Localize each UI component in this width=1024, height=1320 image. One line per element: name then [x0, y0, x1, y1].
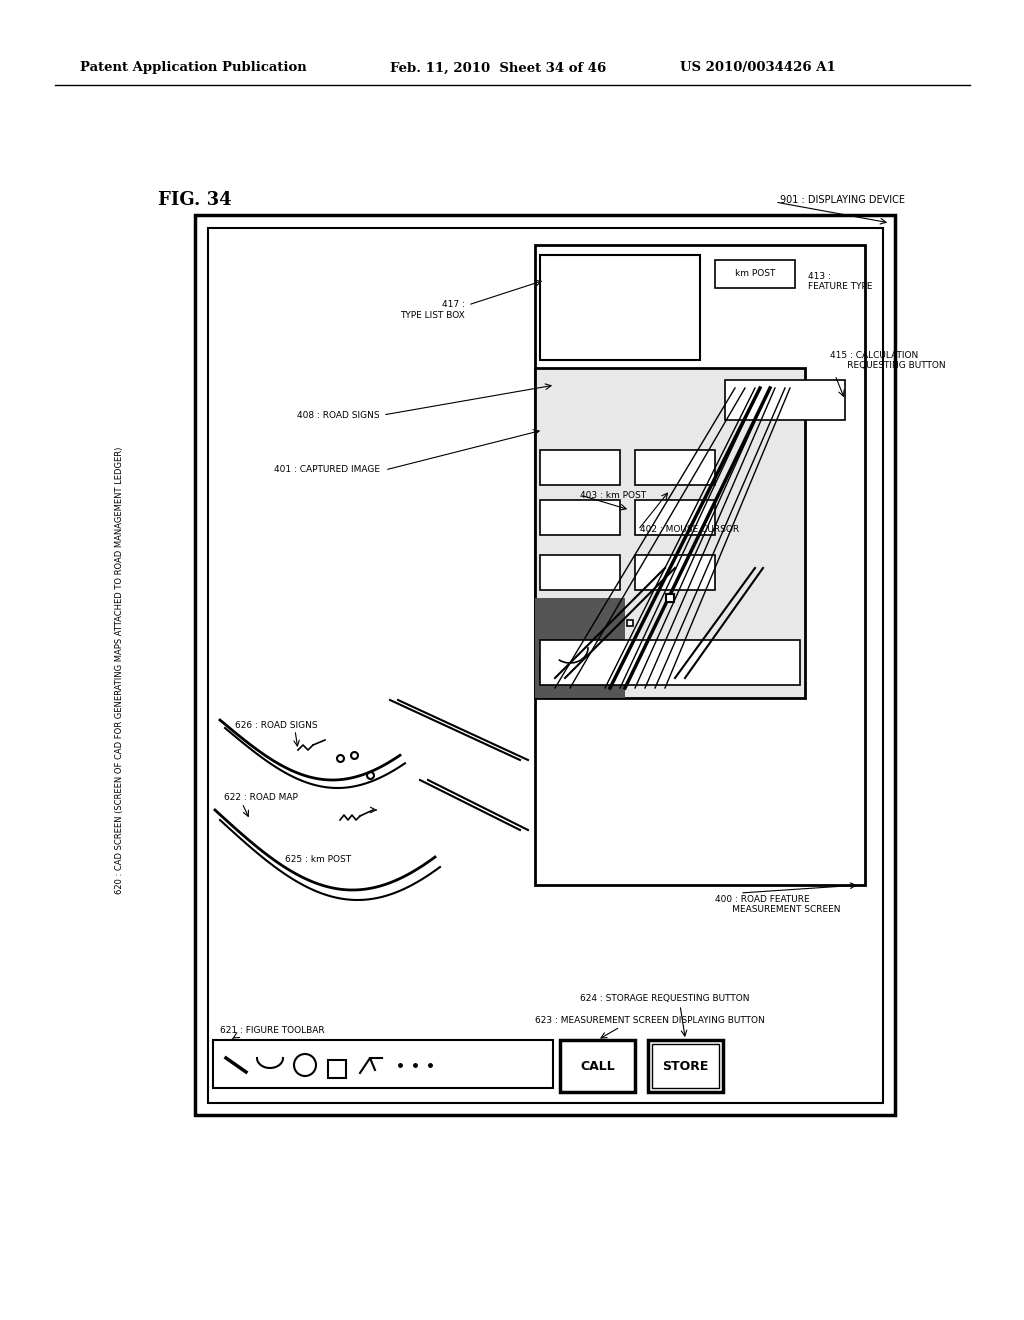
- Bar: [535, 598, 625, 698]
- Text: US 2010/0034426 A1: US 2010/0034426 A1: [680, 62, 836, 74]
- Text: 403 : km POST: 403 : km POST: [580, 491, 646, 499]
- Text: 620 : CAD SCREEN (SCREEN OF CAD FOR GENERATING MAPS ATTACHED TO ROAD MANAGEMENT : 620 : CAD SCREEN (SCREEN OF CAD FOR GENE…: [116, 446, 125, 894]
- Bar: [213, 1040, 553, 1088]
- Text: 625 : km POST: 625 : km POST: [285, 855, 351, 865]
- Text: 417 :
TYPE LIST BOX: 417 : TYPE LIST BOX: [400, 300, 465, 319]
- Text: CALL: CALL: [581, 1060, 614, 1072]
- Text: 623 : MEASUREMENT SCREEN DISPLAYING BUTTON: 623 : MEASUREMENT SCREEN DISPLAYING BUTT…: [535, 1016, 765, 1026]
- Text: 621 : FIGURE TOOLBAR: 621 : FIGURE TOOLBAR: [220, 1026, 325, 1035]
- Bar: [540, 255, 700, 360]
- Text: 401 : CAPTURED IMAGE: 401 : CAPTURED IMAGE: [274, 466, 380, 474]
- Bar: [635, 554, 715, 590]
- Bar: [635, 450, 715, 484]
- Bar: [652, 1044, 719, 1088]
- Bar: [540, 450, 620, 484]
- Text: Feb. 11, 2010  Sheet 34 of 46: Feb. 11, 2010 Sheet 34 of 46: [390, 62, 606, 74]
- Text: 402 : MOUSE CURSOR: 402 : MOUSE CURSOR: [640, 525, 739, 535]
- Text: 408 : ROAD SIGNS: 408 : ROAD SIGNS: [297, 411, 380, 420]
- Text: STORE: STORE: [663, 1060, 709, 1072]
- Text: 626 : ROAD SIGNS: 626 : ROAD SIGNS: [234, 722, 317, 730]
- Bar: [540, 660, 600, 678]
- Bar: [725, 380, 845, 420]
- Bar: [560, 1040, 635, 1092]
- Bar: [540, 640, 800, 685]
- Bar: [328, 1060, 346, 1078]
- Text: FIG. 34: FIG. 34: [158, 191, 231, 209]
- Text: 415 : CALCULATION
      REQUESTING BUTTON: 415 : CALCULATION REQUESTING BUTTON: [830, 351, 945, 370]
- Text: 413 :
FEATURE TYPE: 413 : FEATURE TYPE: [808, 272, 872, 292]
- Text: 901 : DISPLAYING DEVICE: 901 : DISPLAYING DEVICE: [780, 195, 905, 205]
- Text: 622 : ROAD MAP: 622 : ROAD MAP: [224, 793, 298, 803]
- Bar: [535, 368, 805, 698]
- Text: 400 : ROAD FEATURE
      MEASUREMENT SCREEN: 400 : ROAD FEATURE MEASUREMENT SCREEN: [715, 895, 841, 915]
- Bar: [195, 215, 895, 1115]
- Bar: [540, 554, 620, 590]
- Text: km POST: km POST: [735, 269, 775, 279]
- Bar: [208, 228, 883, 1104]
- Text: 624 : STORAGE REQUESTING BUTTON: 624 : STORAGE REQUESTING BUTTON: [580, 994, 750, 1003]
- Bar: [648, 1040, 723, 1092]
- Text: Patent Application Publication: Patent Application Publication: [80, 62, 307, 74]
- Bar: [535, 246, 865, 884]
- Bar: [635, 500, 715, 535]
- Bar: [715, 260, 795, 288]
- Bar: [540, 500, 620, 535]
